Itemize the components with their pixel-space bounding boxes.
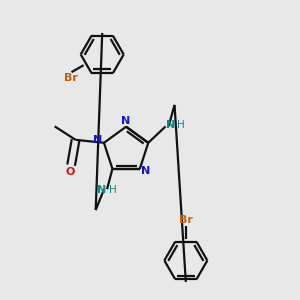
Text: H: H	[109, 185, 116, 195]
Text: H: H	[177, 120, 185, 130]
Text: O: O	[65, 167, 75, 177]
Text: Br: Br	[64, 73, 78, 83]
Text: N: N	[97, 185, 106, 195]
Text: Br: Br	[179, 215, 193, 225]
Text: N: N	[166, 120, 176, 130]
Text: N: N	[141, 166, 150, 176]
Text: N: N	[93, 135, 102, 146]
Text: N: N	[122, 116, 131, 126]
